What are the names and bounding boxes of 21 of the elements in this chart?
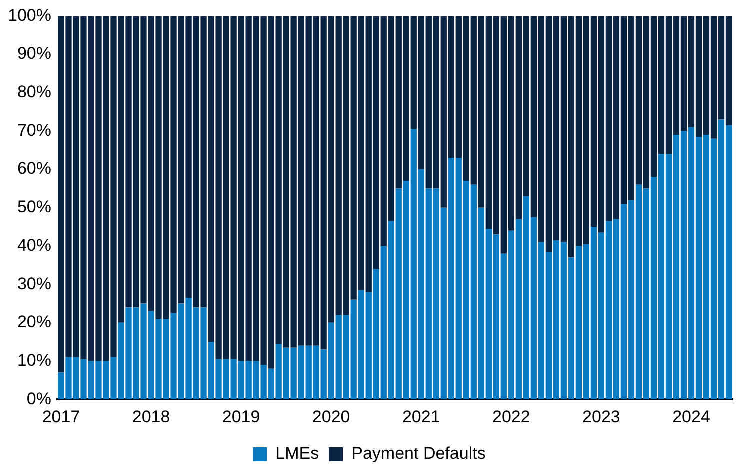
x-tick-label: 2020 <box>312 407 350 426</box>
y-tick-label: 90% <box>17 44 52 64</box>
x-tick-label: 2021 <box>402 407 440 426</box>
y-tick-label: 80% <box>17 82 52 102</box>
legend-label: Payment Defaults <box>352 444 486 464</box>
y-tick-label: 30% <box>17 274 52 294</box>
x-tick-label: 2019 <box>222 407 260 426</box>
x-tick-label: 2018 <box>132 407 170 426</box>
y-tick-label: 60% <box>17 159 52 178</box>
y-tick-label: 50% <box>17 198 52 217</box>
x-tick-label: 2022 <box>492 407 530 426</box>
y-tick-label: 100% <box>8 6 52 25</box>
x-tick-label: 2017 <box>42 407 80 426</box>
x-tick-label: 2024 <box>672 407 710 426</box>
legend-label: LMEs <box>276 444 320 464</box>
y-tick-label: 40% <box>17 236 52 255</box>
x-tick-label: 2023 <box>582 407 620 426</box>
y-tick-label: 20% <box>17 312 52 332</box>
y-tick-label: 0% <box>26 389 52 408</box>
y-tick-label: 10% <box>17 350 52 370</box>
y-tick-label: 70% <box>17 120 52 140</box>
